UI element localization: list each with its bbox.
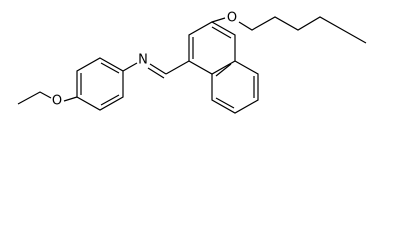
ring-double-bond [215,63,232,77]
imine-double-bond [149,63,167,75]
n-bond [122,62,138,72]
ring-double-bond [100,62,120,74]
page: O N O (() => { const data = JSON.parse(d… [17,10,367,114]
structure: O N O [17,11,367,114]
naphthalene-ring [211,60,259,114]
benzene-ring [76,57,124,111]
atom-label: O [52,94,62,109]
ring-double-bond [100,94,120,106]
imine-double-bond [147,67,165,79]
ring-double-bond [215,97,235,109]
ether-bond [211,17,226,23]
ether-bond [63,96,78,102]
hexyl-chain [238,16,367,44]
atom-label: O [227,11,237,26]
ethyl-bond [17,91,52,105]
atom-label: N [138,53,148,68]
ch-bond [165,60,190,75]
ring-double-bond [211,26,232,39]
